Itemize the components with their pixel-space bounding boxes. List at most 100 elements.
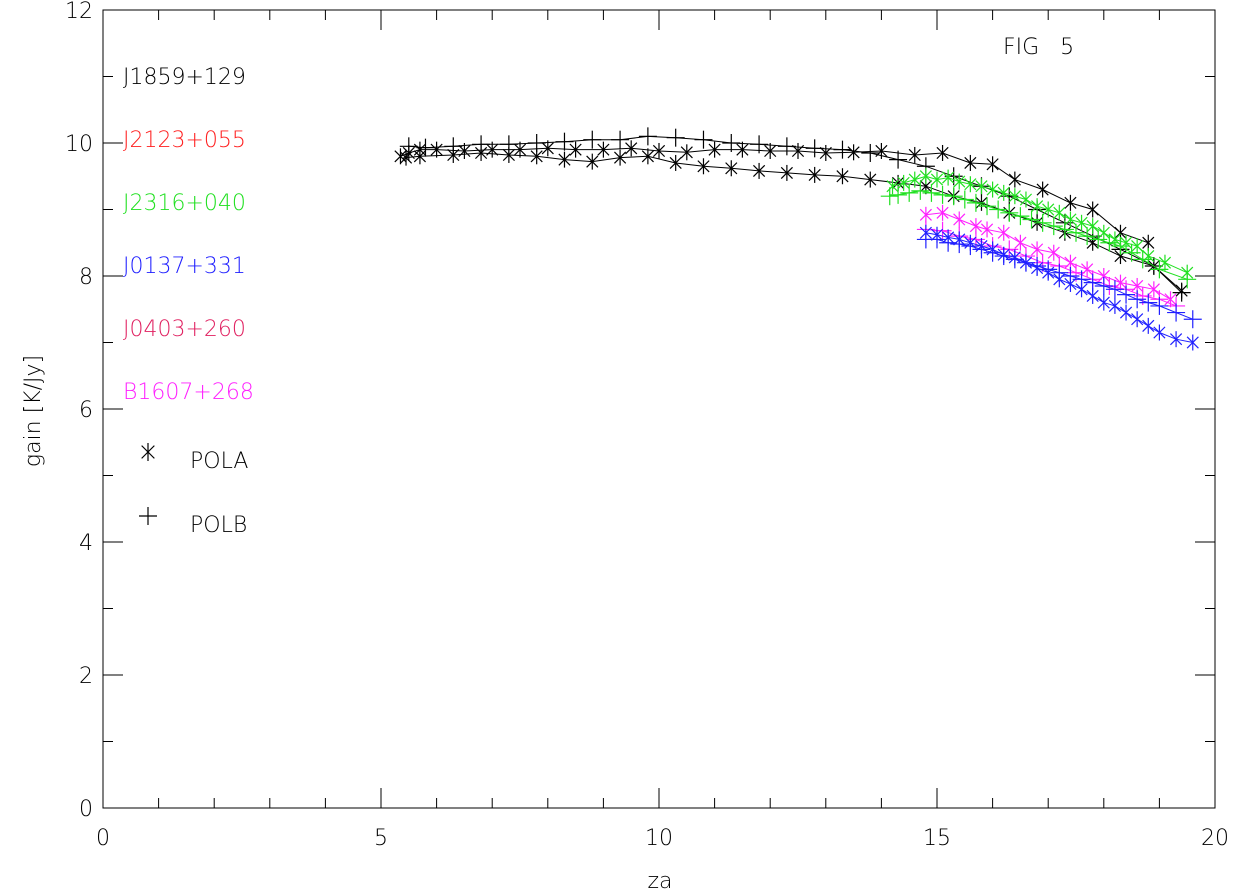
asterisk-stroke (1186, 336, 1199, 349)
data-point-asterisk (141, 443, 155, 461)
data-point-asterisk (919, 168, 932, 185)
data-point-asterisk (1153, 324, 1166, 341)
data-point-plus (1167, 303, 1186, 322)
data-point-plus (989, 200, 1008, 219)
data-point-asterisk (1064, 194, 1077, 211)
data-point-asterisk (669, 154, 682, 171)
data-point-asterisk (1119, 304, 1133, 321)
data-point-asterisk (680, 144, 693, 161)
asterisk-stroke (1169, 333, 1183, 346)
data-point-asterisk (1097, 224, 1110, 241)
data-point-asterisk (975, 178, 988, 195)
data-point-asterisk (936, 204, 949, 221)
asterisk-stroke (997, 186, 1010, 199)
asterisk-stroke (569, 143, 582, 156)
x-tick-label: 15 (923, 826, 951, 851)
asterisk-stroke (1075, 283, 1088, 296)
data-point-asterisk (752, 162, 766, 179)
data-point-asterisk (708, 141, 721, 158)
data-point-asterisk (964, 154, 977, 171)
x-tick-label: 20 (1201, 826, 1229, 851)
asterisk-stroke (141, 445, 155, 459)
data-point-asterisk (997, 224, 1010, 241)
data-point-plus (1000, 203, 1019, 222)
data-point-asterisk (1147, 281, 1160, 298)
data-point-plus (978, 197, 997, 216)
asterisk-stroke (502, 148, 515, 162)
asterisk-stroke (936, 146, 949, 160)
data-point-asterisk (1086, 201, 1099, 218)
data-point-plus (1111, 237, 1130, 256)
asterisk-stroke (808, 168, 821, 182)
data-point-plus (666, 128, 685, 147)
asterisk-stroke (897, 176, 910, 189)
series-B1607+268-POLB (916, 220, 1186, 315)
data-point-asterisk (697, 158, 710, 175)
series-J2316+040-POLB (880, 181, 1197, 289)
data-point-asterisk (641, 148, 654, 165)
data-point-asterisk (864, 171, 877, 188)
data-point-asterisk (886, 178, 899, 195)
asterisk-stroke (919, 208, 932, 221)
asterisk-stroke (891, 176, 905, 189)
asterisk-stroke (980, 223, 994, 236)
asterisk-stroke (919, 180, 932, 193)
data-point-asterisk (1108, 297, 1122, 314)
data-point-asterisk (1014, 234, 1027, 251)
data-point-asterisk (986, 156, 999, 173)
data-point-asterisk (930, 171, 944, 188)
asterisk-stroke (908, 148, 921, 162)
data-point-plus (638, 127, 657, 146)
asterisk-stroke (652, 144, 666, 158)
data-point-plus (1022, 210, 1041, 229)
asterisk-stroke (1008, 173, 1021, 186)
data-point-plus (1133, 250, 1152, 269)
data-point-asterisk (1086, 218, 1099, 235)
data-point-asterisk (1008, 171, 1021, 188)
data-point-plus (972, 240, 991, 259)
data-point-plus (1100, 233, 1119, 252)
asterisk-stroke (1158, 256, 1172, 269)
asterisk-stroke (953, 213, 966, 226)
data-point-asterisk (953, 173, 966, 190)
y-tick-label: 12 (65, 0, 93, 24)
asterisk-stroke (394, 150, 407, 163)
legend-source-entry: J1859+129 (123, 65, 246, 90)
data-point-plus (1055, 220, 1074, 239)
asterisk-stroke (1008, 190, 1021, 203)
data-point-asterisk (430, 141, 443, 158)
asterisk-stroke (908, 173, 921, 186)
data-point-asterisk (1053, 204, 1066, 221)
asterisk-stroke (708, 143, 721, 156)
data-point-plus (1183, 310, 1202, 329)
data-point-plus (994, 247, 1013, 266)
y-tick-label: 2 (79, 664, 93, 689)
asterisk-stroke (1097, 226, 1110, 239)
data-point-asterisk (919, 206, 932, 223)
data-point-plus (1061, 267, 1080, 285)
asterisk-stroke (399, 151, 413, 164)
asterisk-stroke (1064, 213, 1077, 226)
data-point-plus (1016, 253, 1035, 272)
asterisk-stroke (986, 183, 999, 196)
data-point-asterisk (1169, 331, 1183, 348)
data-point-plus (939, 233, 958, 252)
data-point-plus (527, 134, 546, 152)
data-point-asterisk (980, 221, 994, 238)
data-point-plus (961, 237, 980, 256)
x-axis-label: za (647, 869, 672, 894)
data-point-asterisk (986, 181, 999, 198)
asterisk-stroke (1097, 296, 1110, 309)
asterisk-stroke (1142, 236, 1155, 249)
data-point-plus (889, 185, 908, 204)
asterisk-stroke (697, 160, 710, 173)
data-point-plus (1094, 276, 1113, 295)
data-point-plus (1128, 290, 1147, 309)
data-point-plus (1089, 230, 1108, 249)
data-point-asterisk (725, 160, 738, 177)
asterisk-stroke (736, 143, 749, 156)
asterisk-stroke (886, 180, 899, 193)
asterisk-stroke (513, 143, 527, 156)
plot-series (394, 127, 1202, 351)
data-point-asterisk (936, 144, 949, 161)
